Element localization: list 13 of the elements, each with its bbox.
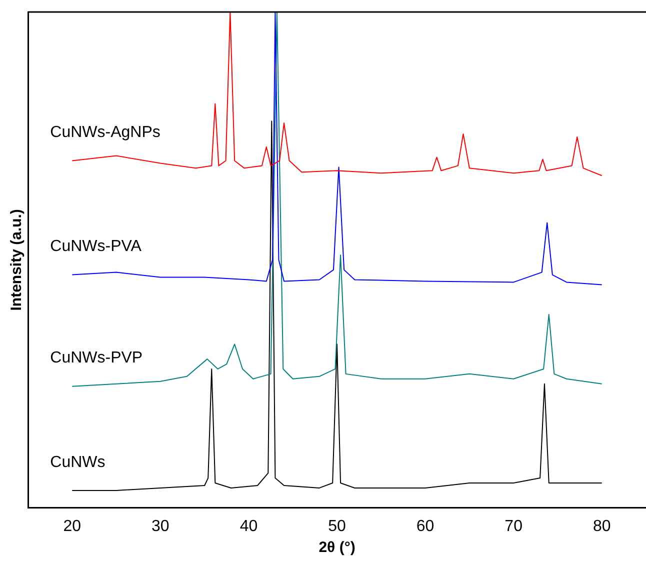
y-axis-title: Intensity (a.u.)	[8, 209, 26, 311]
series-label: CuNWs-PVA	[50, 238, 142, 256]
x-tick-label: 80	[592, 518, 611, 535]
x-tick-label: 50	[328, 518, 346, 535]
series-label: CuNWs-AgNPs	[50, 124, 160, 142]
series-label: CuNWs	[50, 454, 106, 471]
x-tick-label: 70	[504, 518, 523, 535]
x-axis-title: 2θ (°)	[318, 539, 356, 556]
x-tick-label: 30	[152, 518, 170, 535]
x-tick-label: 40	[240, 518, 258, 535]
x-tick-label: 20	[63, 518, 82, 535]
series-label: CuNWs-PVP	[50, 350, 143, 367]
x-tick-label: 60	[416, 518, 434, 535]
